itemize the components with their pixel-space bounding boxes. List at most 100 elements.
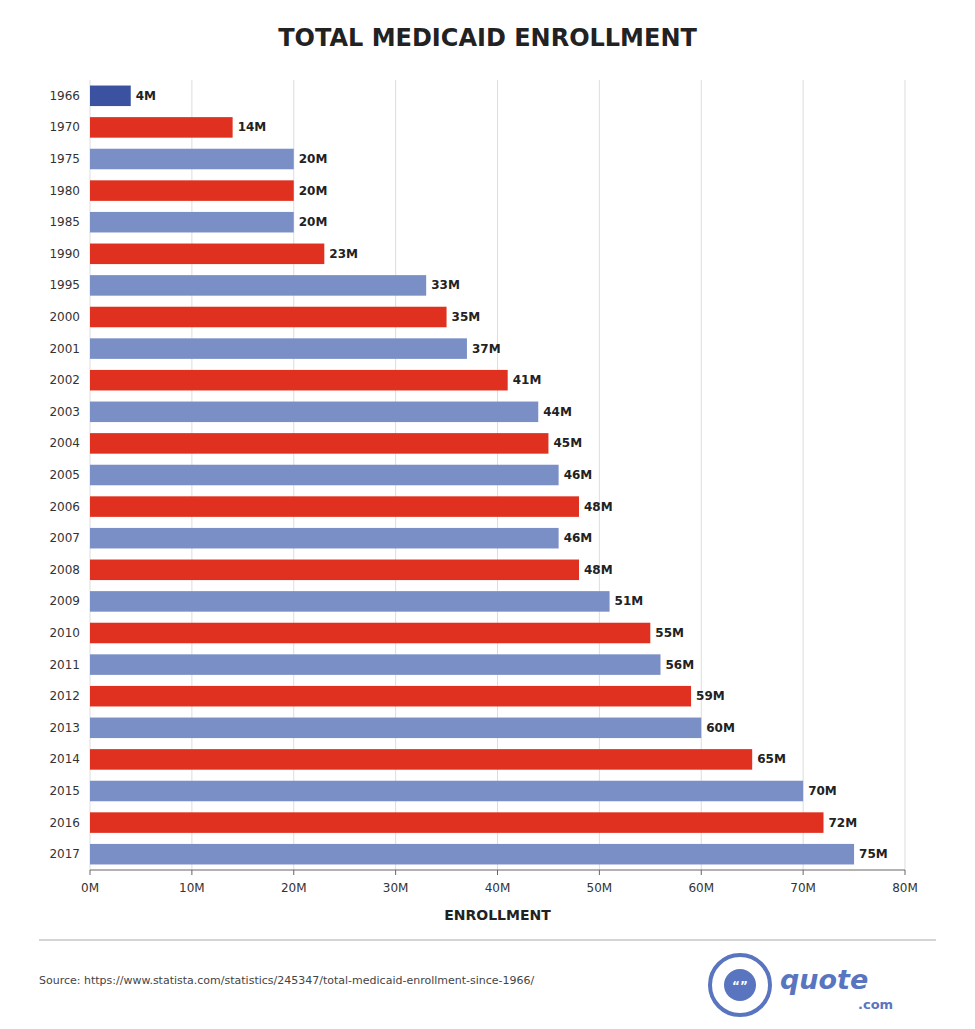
category-label: 1966 [49,89,80,103]
data-label: 60M [706,721,735,735]
category-label: 1980 [49,184,80,198]
bar [90,117,233,138]
category-label: 2016 [49,816,80,830]
data-label: 46M [564,531,593,545]
bar [90,465,559,486]
category-label: 2005 [49,468,80,482]
data-label: 14M [238,120,267,134]
bar [90,402,538,423]
tick-label: 80M [892,881,918,895]
bar [90,686,691,707]
tick-label: 40M [485,881,511,895]
tick-mark [191,870,192,875]
grid-line [905,80,906,870]
tick-mark [701,870,702,875]
category-label: 2001 [49,342,80,356]
tick-mark [293,870,294,875]
grid-line [803,80,804,870]
logo-suffix: .com [858,997,893,1012]
footer-separator [39,940,936,941]
data-label: 56M [666,658,695,672]
data-label: 35M [452,310,481,324]
category-label: 2013 [49,721,80,735]
tick-mark [905,870,906,875]
data-label: 41M [513,373,542,387]
bar [90,654,661,675]
bar [90,338,467,359]
bar [90,560,579,581]
title: TOTAL MEDICAID ENROLLMENT [278,24,697,52]
bars [90,86,854,865]
category-label: 2007 [49,531,80,545]
data-label: 46M [564,468,593,482]
logo-ring [710,955,770,1015]
category-label: 2006 [49,500,80,514]
tick-label: 0M [81,881,99,895]
logo-bubble [724,969,756,1001]
category-label: 2011 [49,658,80,672]
value-axis-ticks: 0M10M20M30M40M50M60M70M80M [81,870,918,895]
data-label: 20M [299,215,328,229]
tick-label: 50M [587,881,613,895]
bar [90,749,752,770]
tick-label: 10M [179,881,205,895]
data-label: 55M [655,626,684,640]
category-label: 2000 [49,310,80,324]
axis-label: ENROLLMENT [444,907,551,923]
bar [90,844,854,865]
bar [90,212,294,233]
logo-quotes: “” [732,979,748,993]
data-label: 4M [136,89,156,103]
data-label: 20M [299,152,328,166]
data-label: 48M [584,563,613,577]
bar [90,528,559,549]
grid [90,80,905,870]
data-label: 23M [329,247,358,261]
category-label: 2012 [49,689,80,703]
data-label: 75M [859,847,888,861]
category-label: 2009 [49,594,80,608]
tick-mark [395,870,396,875]
tick-label: 30M [383,881,409,895]
data-labels: 4M 14M 20M 20M 20M 23M 33M 35M 37M 41M 44M 45M 46M 48… [136,89,888,861]
logo: “” quote .com [710,955,893,1015]
category-label: 1985 [49,215,80,229]
category-label: 1995 [49,278,80,292]
category-label: 2010 [49,626,80,640]
tick-label: 70M [790,881,816,895]
bar [90,718,701,739]
data-label: 45M [553,436,582,450]
data-label: 70M [808,784,837,798]
data-label: 48M [584,500,613,514]
category-label: 2014 [49,752,80,766]
bar [90,149,294,170]
background [0,0,975,1029]
bar [90,86,131,107]
data-label: 72M [829,816,858,830]
logo-text: quote [780,964,868,995]
bar [90,781,803,802]
category-axis: 1966197019751980198519901995200020012002… [49,89,80,861]
data-label: 20M [299,184,328,198]
bar [90,180,294,201]
bar [90,812,824,833]
category-label: 1975 [49,152,80,166]
bar [90,496,579,517]
bar [90,433,548,454]
tick-mark [90,870,91,875]
bar [90,623,650,644]
bar [90,370,508,391]
bar [90,307,447,328]
category-label: 2015 [49,784,80,798]
data-label: 44M [543,405,572,419]
tick-label: 60M [688,881,714,895]
axis-line [90,870,905,871]
bar [90,591,610,612]
data-label: 37M [472,342,501,356]
data-label: 51M [615,594,644,608]
tick-mark [497,870,498,875]
data-label: 33M [431,278,460,292]
data-label: 65M [757,752,786,766]
category-label: 2004 [49,436,80,450]
category-label: 1990 [49,247,80,261]
